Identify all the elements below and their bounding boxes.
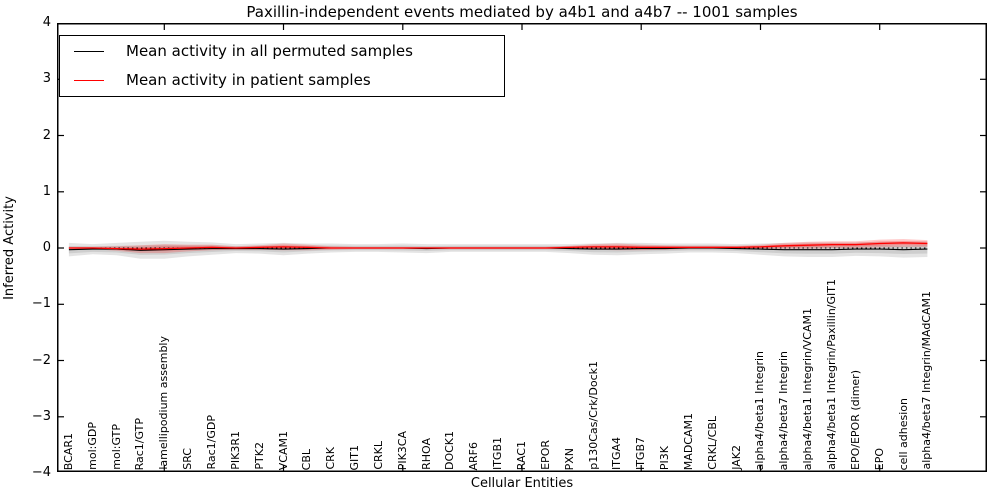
x-tick-label: CRK	[324, 447, 338, 470]
x-tick-label: VCAM1	[276, 430, 290, 470]
x-tick-label: CRKL	[371, 441, 385, 470]
y-tick-label: 4	[42, 15, 51, 30]
x-tick-label: PIK3R1	[228, 431, 242, 470]
x-tick-label: ITGB7	[634, 436, 648, 470]
x-tick-label: alpha4/beta7 Integrin	[777, 350, 791, 470]
x-tick-label: EPOR	[538, 440, 552, 470]
x-tick-label: EPO/EPOR (dimer)	[848, 370, 862, 470]
x-tick-label: ITGA4	[610, 436, 624, 470]
y-tick-label: 0	[42, 240, 51, 255]
x-tick-label: alpha4/beta7 Integrin/MAdCAM1	[920, 291, 934, 470]
x-tick-label: p130Cas/Crk/Dock1	[586, 361, 600, 470]
x-tick-label: cell adhesion	[896, 397, 910, 470]
x-tick-label: CRKL/CBL	[705, 416, 719, 470]
x-tick-label: PTK2	[252, 442, 266, 470]
legend-label-permuted: Mean activity in all permuted samples	[126, 42, 413, 60]
x-tick-label: ITGB1	[491, 436, 505, 470]
x-tick-label: BCAR1	[61, 432, 75, 470]
x-tick-label: Rac1/GDP	[205, 415, 218, 470]
x-tick-label: lamellipodium assembly	[157, 336, 171, 470]
x-tick-label: ARF6	[467, 441, 481, 471]
x-tick-label: PI3K	[658, 445, 672, 470]
x-tick-label: RHOA	[419, 438, 433, 470]
legend-line-permuted	[74, 50, 104, 52]
legend-label-patient: Mean activity in patient samples	[126, 71, 371, 89]
x-tick-label: alpha4/beta1 Integrin/VCAM1	[801, 307, 815, 470]
x-tick-label: PIK3CA	[395, 430, 409, 470]
x-tick-label: SRC	[181, 448, 195, 470]
y-tick-label: −1	[31, 296, 51, 312]
x-tick-label: EPO	[872, 447, 886, 470]
x-tick-label: mol:GDP	[85, 422, 99, 470]
legend-line-patient	[74, 79, 104, 81]
y-tick-label: −4	[31, 465, 51, 480]
x-tick-label: RAC1	[515, 440, 528, 470]
x-tick-label: DOCK1	[443, 430, 457, 470]
x-tick-label: Rac1/GTP	[133, 417, 147, 470]
y-tick-label: 2	[42, 127, 51, 143]
y-tick-label: 3	[42, 71, 51, 87]
legend-entry-patient: Mean activity in patient samples	[60, 66, 504, 94]
y-tick-label: −2	[31, 352, 51, 368]
legend-entry-permuted: Mean activity in all permuted samples	[60, 37, 504, 65]
x-axis-label: Cellular Entities	[470, 476, 574, 491]
chart-canvas	[57, 22, 987, 474]
x-tick-label: MADCAM1	[681, 412, 695, 470]
plot-area	[57, 22, 987, 474]
x-tick-label: PXN	[562, 447, 576, 470]
legend: Mean activity in all permuted samples Me…	[59, 35, 505, 97]
x-tick-label: alpha4/beta1 Integrin	[753, 350, 767, 470]
y-tick-label: 1	[42, 183, 51, 199]
chart-title: Paxillin-independent events mediated by …	[246, 3, 798, 21]
x-tick-label: alpha4/beta1 Integrin/Paxillin/GIT1	[825, 279, 838, 470]
x-tick-label: mol:GTP	[109, 424, 123, 470]
x-tick-label: CBL	[300, 448, 314, 470]
y-tick-label: −3	[31, 408, 51, 424]
x-tick-label: GIT1	[348, 444, 362, 471]
x-tick-label: JAK2	[729, 445, 743, 470]
